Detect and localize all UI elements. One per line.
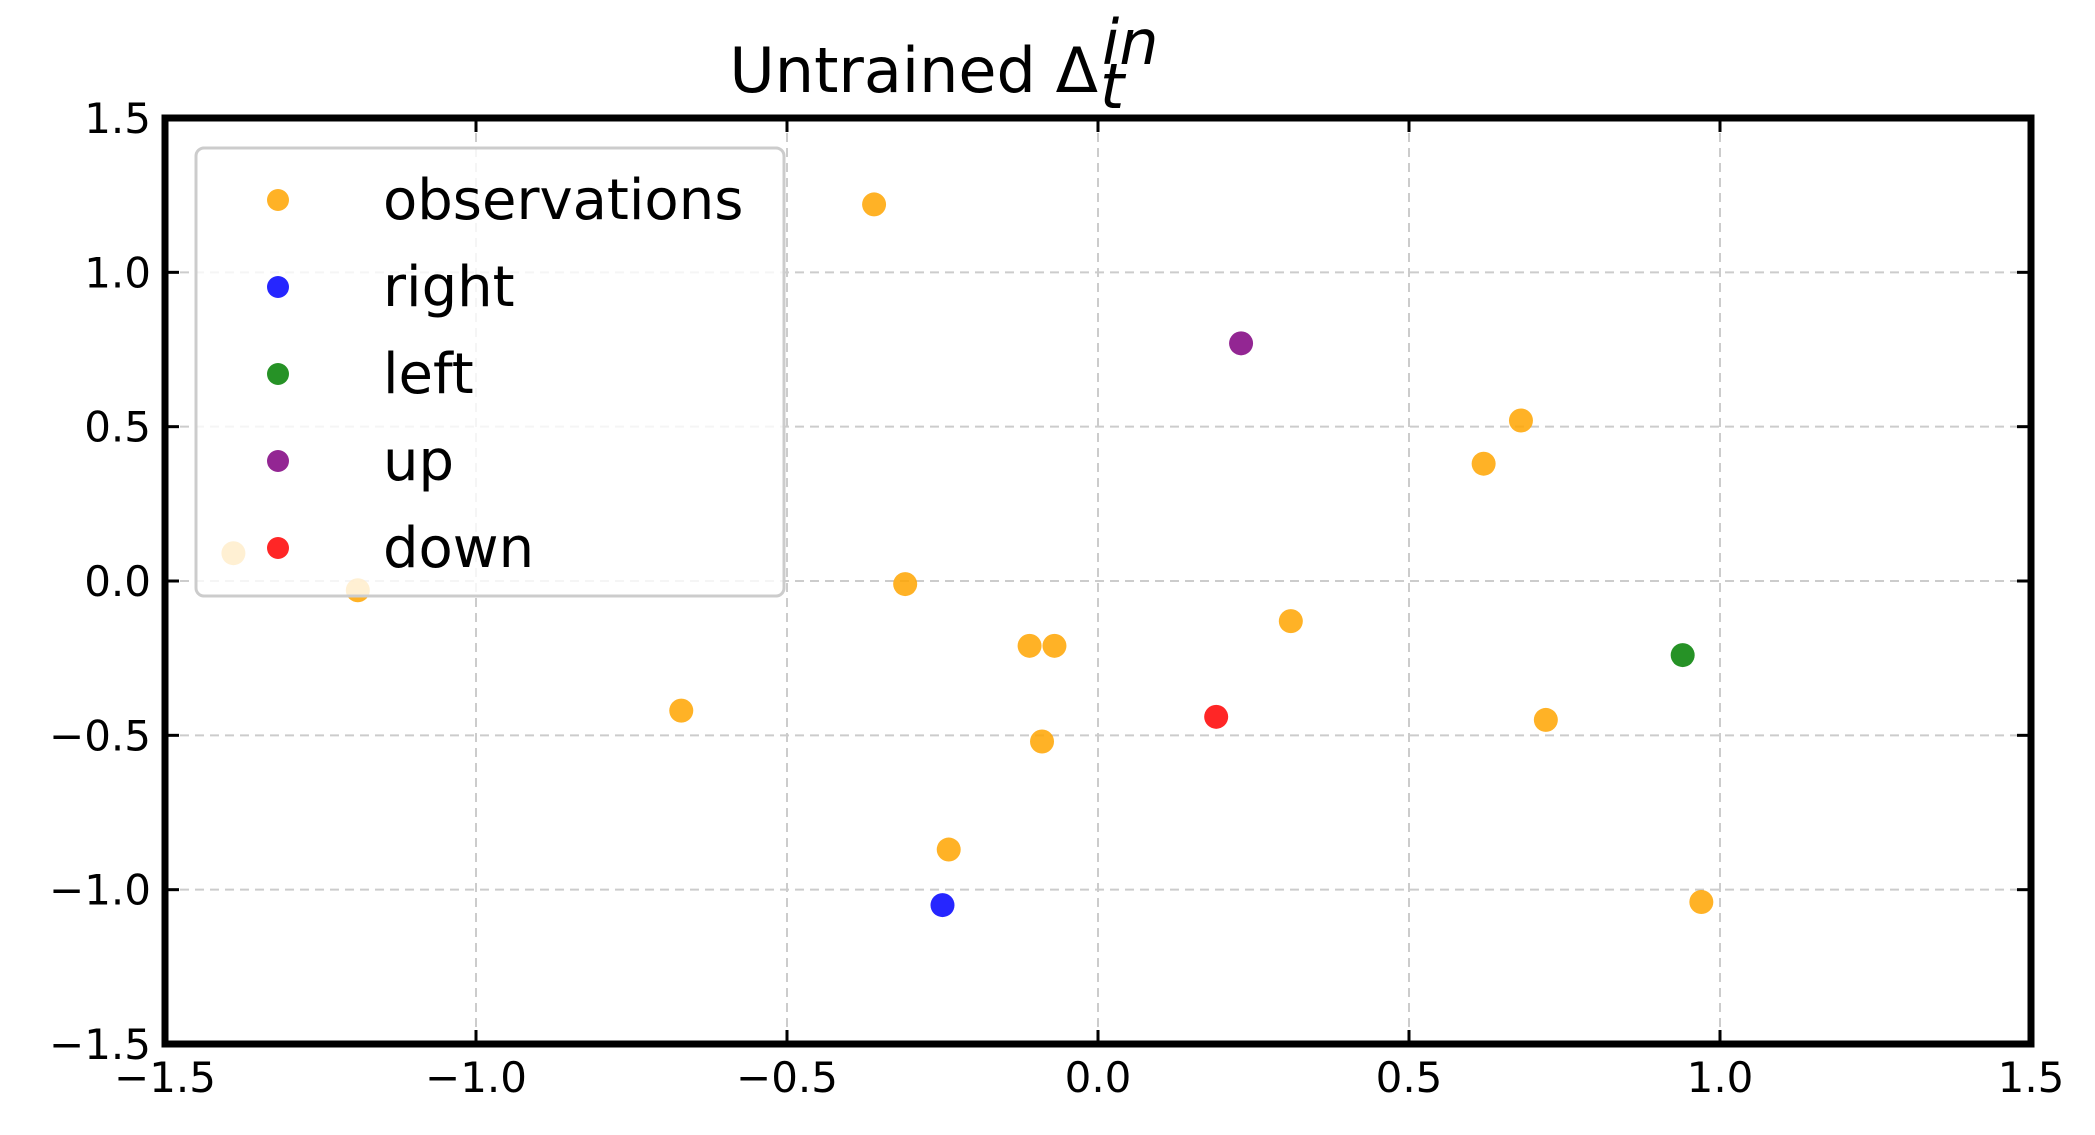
point-observations [1017, 633, 1042, 658]
point-observations [1471, 451, 1496, 476]
plot-frame [161, 114, 2035, 1048]
point-observations [1689, 890, 1714, 915]
point-observations [1030, 729, 1055, 754]
legend-label-observations: observations [383, 168, 743, 233]
point-observations [1533, 707, 1558, 732]
y-tick-label: 0.0 [84, 557, 151, 606]
y-tick-label: −0.5 [49, 711, 151, 760]
point-up [1229, 331, 1254, 356]
point-observations [1278, 609, 1303, 634]
legend-label-up: up [383, 429, 454, 494]
legend-marker-right [267, 276, 289, 298]
point-observations [1042, 633, 1067, 658]
x-tick-label: 1.5 [1998, 1053, 2065, 1102]
point-observations [1508, 408, 1533, 433]
y-tick-label: 1.0 [84, 248, 151, 297]
chart-title-subscript: t [1100, 50, 1127, 123]
point-observations [862, 192, 887, 217]
legend: observations right left up down [194, 146, 786, 598]
point-observations [936, 837, 961, 862]
legend-label-left: left [383, 342, 474, 407]
legend-label-down: down [383, 516, 534, 581]
x-tick-label: 1.0 [1687, 1053, 1754, 1102]
legend-marker-down [267, 537, 289, 559]
legend-marker-left [267, 363, 289, 385]
legend-marker-up [267, 450, 289, 472]
chart-title-superscript: in [1102, 6, 1159, 79]
y-tick-label: 1.5 [84, 94, 151, 143]
point-observations [669, 698, 694, 723]
point-right [930, 893, 955, 918]
y-tick-label: −1.5 [49, 1020, 151, 1069]
point-observations [893, 572, 918, 597]
tick-labels: −1.5 −1.0 −0.5 0.0 0.5 1.0 1.5 −1.5 −1.0 −0.5 0.0 0… [49, 94, 2064, 1102]
y-tick-label: −1.0 [49, 866, 151, 915]
x-tick-label: −1.5 [114, 1053, 216, 1102]
point-down [1204, 704, 1229, 729]
legend-label-right: right [383, 255, 515, 320]
chart-title: Untrained Δ [729, 34, 1098, 107]
legend-marker-observations [267, 189, 289, 211]
x-tick-label: 0.0 [1065, 1053, 1132, 1102]
legend-box [194, 146, 786, 598]
x-tick-label: −1.0 [425, 1053, 527, 1102]
x-tick-label: 0.5 [1376, 1053, 1443, 1102]
point-left [1670, 643, 1695, 668]
y-tick-label: 0.5 [84, 403, 151, 452]
x-tick-label: −0.5 [736, 1053, 838, 1102]
